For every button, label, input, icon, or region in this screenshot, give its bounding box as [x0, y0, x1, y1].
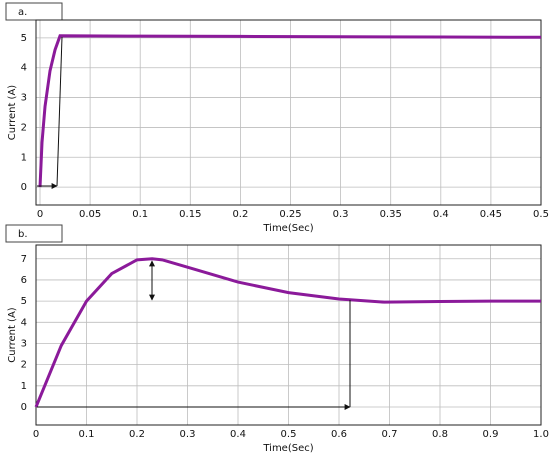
y-axis-title: Current (A): [7, 85, 18, 140]
y-tick-label: 7: [21, 254, 27, 265]
y-tick-label: 3: [21, 93, 27, 104]
x-tick-label: 0.25: [279, 209, 301, 220]
data-line: [38, 34, 542, 188]
y-axis-title: Current (A): [7, 307, 18, 362]
x-tick-label: 0: [33, 429, 39, 440]
x-tick-label: 0.2: [232, 209, 248, 220]
y-tick-label: 4: [21, 63, 27, 74]
y-tick-label: 4: [21, 317, 27, 328]
panel-label: a.: [18, 7, 27, 18]
data-line: [34, 257, 541, 408]
y-tick-label: 0: [21, 182, 27, 193]
x-tick-label: 0.4: [433, 209, 449, 220]
plot-frame: [35, 19, 542, 206]
x-tick-label: 0.1: [132, 209, 148, 220]
x-tick-label: 0.15: [179, 209, 201, 220]
annotations: [37, 36, 351, 410]
x-tick-label: 0.2: [129, 429, 145, 440]
plots: a.0 0.05 0.1 0.15 0.2 0.25 0.3 0.35 0.4 0.45 0.501…: [5, 2, 549, 454]
y-tick-label: 3: [21, 338, 27, 349]
x-tick-label: 0.35: [380, 209, 402, 220]
x-axis-title: Time(Sec): [262, 443, 313, 454]
panel-label-box: [5, 2, 63, 21]
arrow-line: [56, 36, 63, 187]
x-tick-label: 0.8: [432, 429, 448, 440]
x-tick-label: 0.1: [79, 429, 95, 440]
x-tick-label: 0.45: [480, 209, 502, 220]
y-tick-label: 1: [21, 152, 27, 163]
x-tick-label: 0.3: [333, 209, 349, 220]
x-tick-label: 0.5: [533, 209, 549, 220]
y-tick-label: 2: [21, 122, 27, 133]
x-axis-title: Time(Sec): [262, 223, 313, 234]
x-tick-label: 0.6: [331, 429, 347, 440]
plot-frame: [35, 244, 542, 426]
x-tick-label: 0: [37, 209, 43, 220]
y-tick-label: 5: [21, 33, 27, 44]
y-tick-label: 1: [21, 381, 27, 392]
x-tick-label: 0.4: [230, 429, 246, 440]
y-tick-label: 0: [21, 402, 27, 413]
x-tick-label: 0.5: [281, 429, 297, 440]
y-tick-label: 6: [21, 275, 27, 286]
x-tick-label: 0.7: [382, 429, 398, 440]
x-tick-label: 0.9: [483, 429, 499, 440]
panel-label-box: [5, 224, 63, 243]
panel-label: b.: [18, 229, 28, 240]
y-tick-label: 5: [21, 296, 27, 307]
y-tick-label: 2: [21, 360, 27, 371]
x-tick-label: 1.0: [533, 429, 549, 440]
x-tick-label: 0.05: [79, 209, 101, 220]
x-tick-label: 0.3: [180, 429, 196, 440]
